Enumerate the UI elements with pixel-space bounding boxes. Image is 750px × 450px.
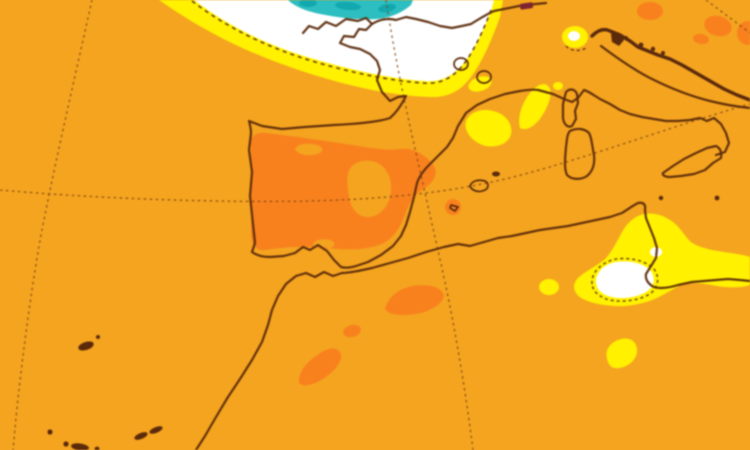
warm-patch-morocco-north bbox=[385, 285, 444, 316]
graticule-meridian-west bbox=[12, 0, 93, 450]
coastline-italy-adriatic bbox=[599, 44, 750, 110]
croatian-island-dot bbox=[661, 51, 665, 55]
istria-peninsula bbox=[611, 31, 624, 46]
croatian-island-dot bbox=[650, 46, 656, 52]
warm-patch-morocco-dot bbox=[343, 324, 361, 338]
island-porto-santo bbox=[96, 335, 100, 339]
cool-patch-provence-big bbox=[465, 110, 512, 147]
contour-white-yellow-boundary bbox=[191, 0, 492, 85]
island-madeira bbox=[78, 341, 94, 351]
coastline-brittany-france-iberia-italy bbox=[247, 16, 731, 269]
warm-patch-balkan-4 bbox=[737, 21, 750, 45]
canary-island bbox=[149, 426, 163, 434]
coastline-sicily bbox=[661, 144, 723, 179]
warm-patch-iberia bbox=[251, 132, 436, 251]
warm-patch-balkan-3 bbox=[693, 33, 709, 45]
warm-patch-balkan-1 bbox=[637, 2, 663, 20]
island-pantelleria bbox=[658, 195, 664, 201]
contour-tunisia-white-core bbox=[591, 257, 659, 302]
coastline-ibiza bbox=[449, 204, 459, 212]
coastline-normandy-channel bbox=[370, 1, 548, 30]
white-core-alps-spot bbox=[568, 31, 580, 41]
coastline-corsica bbox=[561, 88, 580, 128]
graticule-parallel bbox=[0, 103, 750, 203]
cool-patch-algeria-dot bbox=[539, 279, 559, 295]
alpine-lake-ring-2 bbox=[476, 70, 492, 84]
coastline-menorca bbox=[492, 171, 500, 177]
canary-island bbox=[134, 432, 148, 440]
cold-teal-dark-streak-2 bbox=[335, 1, 361, 11]
canary-island bbox=[71, 443, 89, 450]
canary-island bbox=[94, 446, 100, 450]
graticule-meridian-center bbox=[385, 0, 474, 450]
coastline-sardinia bbox=[563, 127, 596, 180]
coastline-mallorca bbox=[469, 179, 489, 193]
warm-patch-morocco-south bbox=[299, 348, 342, 386]
cold-teal-dark-streak-1 bbox=[299, 0, 317, 7]
canary-island bbox=[47, 429, 53, 435]
white-core-tunisia bbox=[595, 261, 654, 299]
warm-patch-catalonia-sea bbox=[445, 199, 461, 215]
contour-alps-spot bbox=[565, 45, 587, 52]
channel-dark-spot bbox=[519, 2, 534, 10]
cool-patch-tiny-liguria bbox=[553, 82, 563, 90]
cool-patch-provence-small bbox=[468, 76, 492, 92]
croatian-island-dot bbox=[638, 42, 644, 48]
canary-island bbox=[63, 441, 69, 447]
croatian-island-dot bbox=[624, 36, 628, 40]
warm-patch-balkan-2 bbox=[704, 15, 732, 37]
cool-patch-west-of-corsica bbox=[519, 84, 551, 130]
cool-patch-tunisia-south bbox=[606, 338, 638, 369]
coastline-north-africa bbox=[194, 201, 750, 450]
alpine-lake-ring-1 bbox=[453, 57, 469, 71]
island-malta bbox=[714, 195, 720, 201]
